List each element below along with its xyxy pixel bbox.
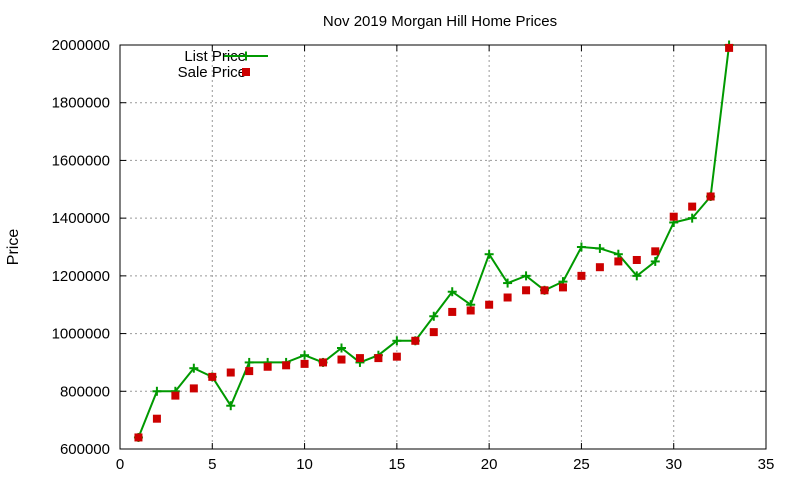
legend-label: Sale Price [178, 64, 246, 81]
legend-square-sample [242, 68, 250, 76]
y-tick-label: 600000 [60, 441, 110, 458]
list-price-point [595, 243, 605, 253]
y-tick-label: 1000000 [52, 326, 110, 343]
y-tick-label: 2000000 [52, 37, 110, 54]
list-price-point [336, 343, 346, 353]
list-price-point [632, 271, 642, 281]
list-price-point [521, 271, 531, 281]
sale-price-point [355, 354, 364, 363]
sale-price-point [134, 433, 143, 442]
x-tick-label: 25 [573, 456, 590, 473]
sale-price-point [282, 361, 291, 370]
sale-price-point [725, 43, 734, 52]
chart-title: Nov 2019 Morgan Hill Home Prices [323, 13, 557, 30]
sale-price-point [688, 202, 697, 211]
x-tick-label: 35 [758, 456, 775, 473]
sale-price-point [595, 263, 604, 272]
sale-price-point [152, 414, 161, 423]
sale-price-point [485, 300, 494, 309]
sale-price-point [466, 306, 475, 315]
x-tick-label: 5 [208, 456, 216, 473]
legend-label: List Price [184, 48, 246, 65]
sale-price-point [651, 247, 660, 256]
sale-price-point [245, 367, 254, 376]
sale-price-point [208, 372, 217, 381]
sale-price-point [632, 255, 641, 264]
y-tick-label: 1400000 [52, 210, 110, 227]
list-price-point [687, 213, 697, 223]
sale-price-point [319, 358, 328, 367]
sale-price-point [392, 352, 401, 361]
y-tick-label: 1600000 [52, 152, 110, 169]
sale-price-point [577, 271, 586, 280]
y-tick-label: 1800000 [52, 95, 110, 112]
sale-price-point [614, 257, 623, 266]
list-price-point [484, 249, 494, 259]
sale-price-point [171, 391, 180, 400]
list-price-point [152, 386, 162, 396]
series [133, 40, 734, 442]
sale-price-point [448, 307, 457, 316]
sale-price-point [503, 293, 512, 302]
sale-price-point [189, 384, 198, 393]
list-price-point [447, 287, 457, 297]
x-tick-label: 10 [296, 456, 313, 473]
legend-plus-sample [241, 51, 251, 61]
y-tick-label: 800000 [60, 383, 110, 400]
x-tick-label: 0 [116, 456, 124, 473]
list-price-point [189, 363, 199, 373]
x-tick-label: 30 [665, 456, 682, 473]
y-axis-label: Price [5, 229, 22, 266]
sale-price-point [226, 368, 235, 377]
list-price-point [300, 350, 310, 360]
sale-price-point [429, 328, 438, 337]
sale-price-point [374, 354, 383, 363]
sale-price-point [337, 355, 346, 364]
list-price-point [392, 336, 402, 346]
sale-price-point [263, 362, 272, 371]
x-tick-label: 15 [389, 456, 406, 473]
sale-price-point [300, 359, 309, 368]
axis-ticks: 600000 800000 1000000 1200000 1400000 1600000… [52, 37, 775, 473]
sale-price-point [669, 212, 678, 221]
sale-price-point [522, 286, 531, 295]
x-tick-label: 20 [481, 456, 498, 473]
grid [120, 45, 766, 449]
list-price-point [650, 256, 660, 266]
sale-price-point [411, 336, 420, 345]
list-price-point [576, 242, 586, 252]
sale-price-point [706, 192, 715, 201]
list-price-line [137, 44, 731, 438]
list-price-point [226, 401, 236, 411]
list-price-point [503, 278, 513, 288]
plot-frame [119, 44, 767, 450]
list-price-point [613, 249, 623, 259]
y-tick-label: 1200000 [52, 268, 110, 285]
sale-price-point [540, 286, 549, 295]
list-price-point [244, 357, 254, 367]
list-price-point [429, 311, 439, 321]
sale-price-point [558, 283, 567, 292]
